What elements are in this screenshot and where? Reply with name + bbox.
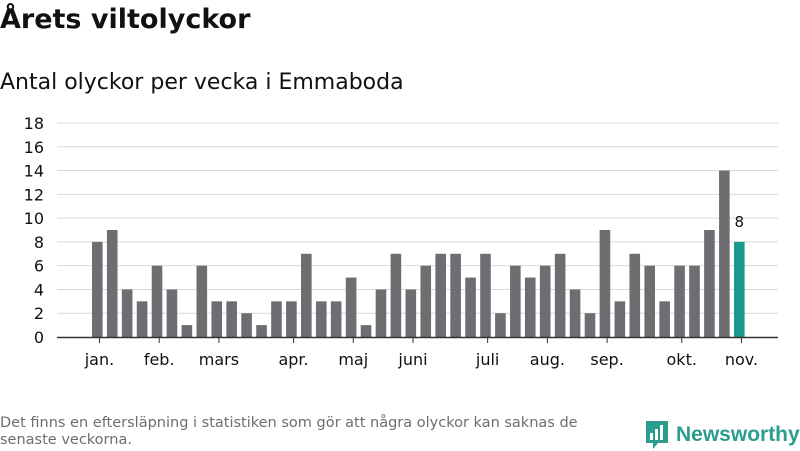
bar (136, 301, 148, 337)
bar (719, 170, 730, 337)
x-tick-label: apr. (278, 350, 308, 369)
bar (301, 253, 312, 337)
y-tick-label: 12 (24, 185, 44, 204)
y-tick-label: 2 (34, 304, 44, 323)
bar (315, 301, 327, 337)
bar (151, 265, 163, 337)
x-tick-label: mars (199, 350, 239, 369)
bar (599, 230, 611, 337)
chart-subtitle: Antal olyckor per vecka i Emmaboda (0, 70, 404, 95)
bar (211, 301, 223, 337)
brand-logo: Newsworthy (644, 419, 800, 451)
bar (614, 301, 626, 337)
x-tick-label: feb. (144, 350, 175, 369)
chart-title: Årets viltolyckor (0, 4, 251, 35)
bar (629, 253, 641, 337)
bar (181, 325, 193, 337)
bar (106, 230, 118, 337)
y-tick-label: 4 (34, 280, 44, 299)
bar (390, 253, 402, 337)
bar (689, 265, 700, 337)
x-tick-label: juni (397, 350, 427, 369)
y-tick-label: 16 (24, 138, 44, 157)
bar (659, 301, 670, 337)
newsworthy-logo-icon (646, 421, 668, 449)
bar (121, 289, 133, 337)
y-tick-label: 0 (34, 328, 44, 347)
bar (495, 313, 506, 337)
x-tick-label: sep. (590, 350, 623, 369)
bar (166, 289, 178, 337)
bar (375, 289, 387, 337)
bar (674, 265, 685, 337)
bar (196, 265, 208, 337)
x-tick-label: jan. (84, 350, 114, 369)
bar (256, 325, 267, 337)
bar (450, 253, 461, 337)
bar (524, 277, 536, 337)
brand-name: Newsworthy (676, 423, 800, 446)
bar (510, 265, 521, 337)
bar (271, 301, 282, 337)
y-tick-label: 18 (24, 114, 44, 133)
bar (465, 277, 476, 337)
bar (644, 265, 656, 337)
x-tick-label: nov. (725, 350, 758, 369)
y-tick-label: 6 (34, 257, 44, 276)
bar (704, 230, 715, 337)
bar (480, 253, 491, 337)
bar (345, 277, 357, 337)
bar (569, 289, 581, 337)
bar (92, 241, 103, 337)
bar (330, 301, 342, 337)
bar-chart: 0 2 4 6 8 10 12 14 16 18 8 jan. feb. mars apr. maj juni j… (24, 114, 778, 369)
x-tick-label: juli (475, 350, 499, 369)
x-tick-label: aug. (530, 350, 565, 369)
bar (286, 301, 297, 337)
bar (539, 265, 551, 337)
y-tick-label: 8 (34, 233, 44, 252)
y-tick-label: 14 (24, 162, 44, 181)
bar (226, 301, 237, 337)
bar (241, 313, 252, 337)
footnote: Det finns en eftersläpning i statistiken… (0, 415, 578, 448)
bar (554, 253, 566, 337)
data-label: 8 (735, 213, 745, 231)
bar (360, 325, 372, 337)
y-tick-label: 10 (24, 209, 44, 228)
bar-highlight (733, 241, 745, 337)
x-tick-label: maj (338, 350, 368, 369)
bar (420, 265, 432, 337)
bar (584, 313, 596, 337)
bar (435, 253, 446, 337)
x-tick-label: okt. (667, 350, 697, 369)
bar (405, 289, 417, 337)
